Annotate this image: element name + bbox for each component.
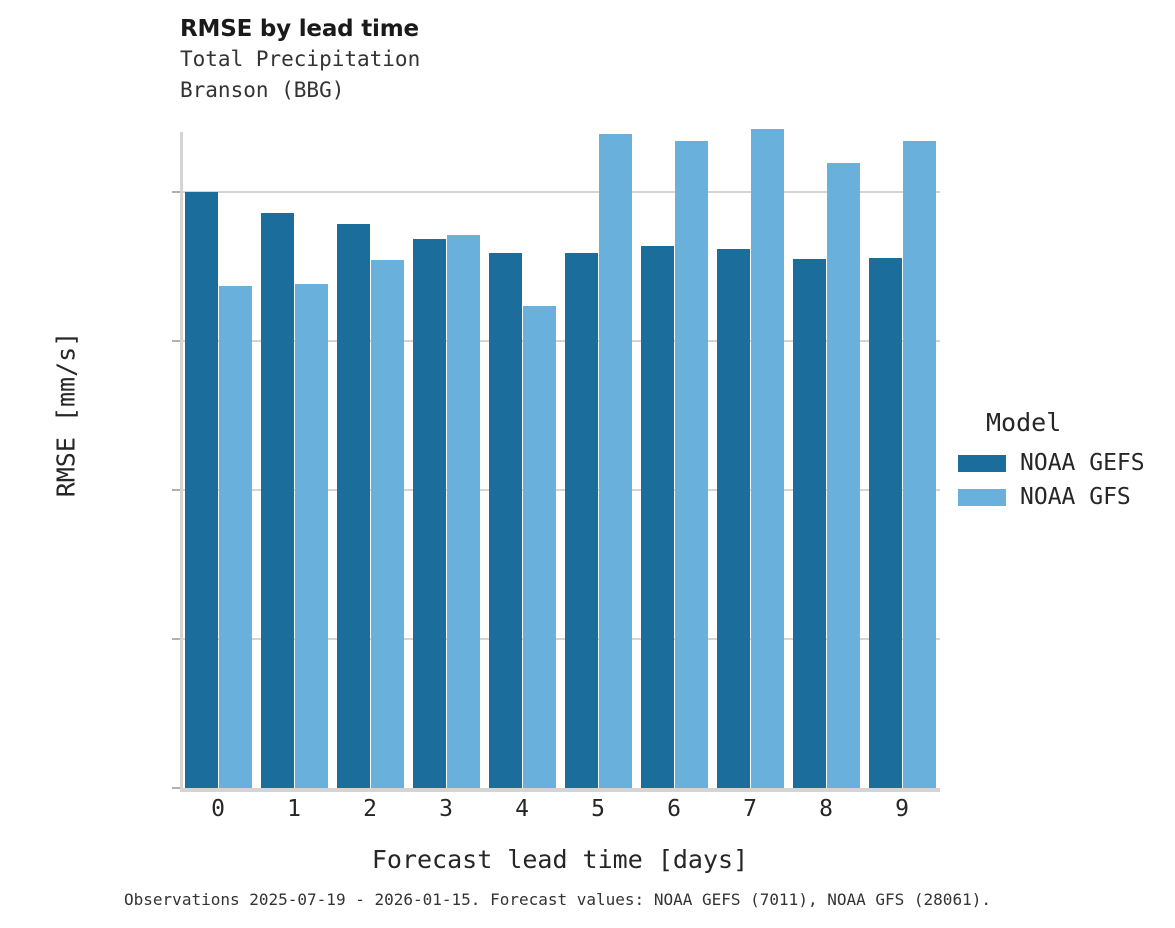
legend-label: NOAA GFS — [1020, 483, 1131, 510]
x-tick-label: 9 — [895, 796, 909, 822]
y-tick-mark — [172, 339, 180, 342]
bar-noaa-gfs-lead-0 — [218, 286, 252, 788]
x-tick-label: 0 — [211, 796, 225, 822]
chart-subtitle-location: Branson (BBG) — [180, 78, 345, 102]
x-tick-label: 4 — [515, 796, 529, 822]
legend-swatch-icon — [958, 488, 1006, 506]
y-tick-mark — [172, 787, 180, 789]
bar-noaa-gefs-lead-6 — [640, 246, 674, 788]
x-tick-label: 1 — [287, 796, 301, 822]
x-axis-title: Forecast lead time [days] — [371, 845, 749, 874]
bar-noaa-gfs-lead-7 — [750, 129, 784, 788]
gridline — [180, 488, 940, 491]
bar-noaa-gefs-lead-8 — [792, 259, 826, 788]
legend-item[interactable]: NOAA GEFS — [958, 448, 1173, 478]
gridline — [180, 637, 940, 640]
bar-noaa-gefs-lead-4 — [488, 252, 522, 788]
x-tick-label: 3 — [439, 796, 453, 822]
x-tick-label: 5 — [591, 796, 605, 822]
x-tick-label: 8 — [819, 796, 833, 822]
bar-noaa-gefs-lead-9 — [868, 257, 902, 788]
bar-noaa-gfs-lead-4 — [522, 306, 556, 788]
x-axis-spine — [180, 788, 940, 792]
bar-noaa-gefs-lead-3 — [412, 239, 446, 788]
y-axis-title: RMSE [mm/s] — [51, 331, 81, 498]
y-axis-spine — [180, 132, 183, 788]
bar-noaa-gfs-lead-3 — [446, 234, 480, 788]
legend-entries: NOAA GEFS NOAA GFS — [958, 448, 1173, 512]
bar-noaa-gfs-lead-2 — [370, 260, 404, 788]
y-tick-mark — [172, 488, 180, 491]
legend-label: NOAA GEFS — [1020, 449, 1145, 476]
plot-area: 0 1 2 3 4 5 6 7 8 9 — [172, 129, 940, 822]
bars-layer — [180, 129, 940, 788]
y-tick-mark — [172, 190, 180, 193]
gridline — [180, 190, 940, 193]
bar-noaa-gefs-lead-2 — [336, 224, 370, 788]
x-tick-label: 2 — [363, 796, 377, 822]
chart-subtitle-variable: Total Precipitation — [180, 47, 421, 71]
bar-noaa-gfs-lead-9 — [902, 140, 936, 788]
gridline — [180, 339, 940, 342]
bar-noaa-gefs-lead-5 — [564, 252, 598, 788]
legend: Model NOAA GEFS NOAA GFS — [958, 408, 1173, 516]
bar-noaa-gefs-lead-0 — [184, 191, 218, 788]
legend-title: Model — [986, 408, 1062, 437]
bar-noaa-gefs-lead-7 — [716, 249, 750, 788]
legend-swatch-icon — [958, 454, 1006, 472]
title-block: RMSE by lead time Total Precipitation Br… — [180, 14, 940, 106]
x-tick-label: 7 — [743, 796, 757, 822]
bar-noaa-gfs-lead-5 — [598, 134, 632, 788]
y-tick-mark — [172, 637, 180, 640]
bar-noaa-gfs-lead-1 — [294, 284, 328, 788]
bar-noaa-gfs-lead-6 — [674, 140, 708, 788]
bar-noaa-gfs-lead-8 — [826, 163, 860, 788]
page-title: RMSE by lead time — [180, 16, 419, 42]
x-tick-label: 6 — [667, 796, 681, 822]
bar-noaa-gefs-lead-1 — [260, 212, 294, 788]
footer-note: Observations 2025-07-19 - 2026-01-15. Fo… — [124, 890, 991, 909]
legend-item[interactable]: NOAA GFS — [958, 482, 1173, 512]
